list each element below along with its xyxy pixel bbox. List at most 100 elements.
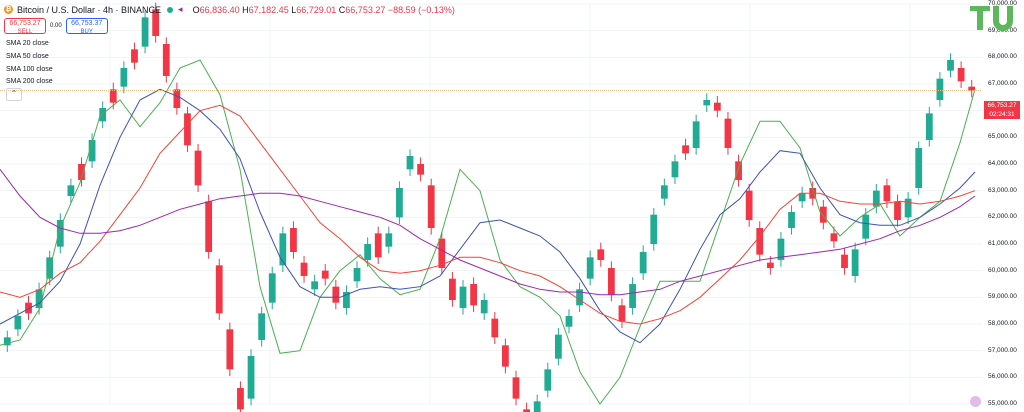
candle-body xyxy=(406,156,414,170)
candle-body xyxy=(194,150,202,186)
price-axis-label: 67,000.00 xyxy=(988,80,1017,87)
candle-body xyxy=(682,145,689,154)
candle-body xyxy=(660,185,668,199)
candle-body xyxy=(491,318,499,338)
price-axis-label: 64,000.00 xyxy=(988,160,1017,167)
price-axis-label: 57,000.00 xyxy=(988,346,1017,354)
sma-line-0 xyxy=(0,59,976,405)
candle-body xyxy=(374,233,382,258)
candle-body xyxy=(364,244,372,260)
collapse-legend-button[interactable]: ⌃ xyxy=(6,88,22,101)
candle-body xyxy=(184,113,191,146)
candle-body xyxy=(162,44,170,76)
candle-body xyxy=(120,68,128,87)
candle-body xyxy=(459,286,467,308)
settings-icon[interactable] xyxy=(970,396,981,407)
candle-body xyxy=(88,140,96,162)
candle-body xyxy=(523,409,530,412)
alert-icon[interactable]: ◂ xyxy=(178,4,183,14)
price-axis-label: 70,000.00 xyxy=(988,0,1017,7)
candle-body xyxy=(597,249,605,260)
price-axis-label: 63,000.00 xyxy=(988,186,1017,194)
candle-body xyxy=(872,190,880,207)
candle-body xyxy=(396,188,403,218)
price-axis-label: 55,000.00 xyxy=(988,400,1017,407)
candle-body xyxy=(449,278,456,300)
candle-body xyxy=(311,281,319,290)
candle-body xyxy=(215,265,223,314)
price-axis-label: 58,000.00 xyxy=(988,320,1017,327)
candle-body xyxy=(67,185,75,196)
candle-body xyxy=(798,193,806,202)
indicator-sma100[interactable]: SMA 100 close xyxy=(6,66,53,73)
spread-value: 0.00 xyxy=(50,23,62,29)
buy-button[interactable]: 66,753.37 BUY xyxy=(65,18,108,35)
candle-body xyxy=(353,268,361,282)
candle-body xyxy=(819,206,827,223)
candle-body xyxy=(586,257,594,279)
candle-body xyxy=(576,289,583,306)
price-axis-label: 60,000.00 xyxy=(988,266,1017,274)
candle-body xyxy=(841,254,848,268)
candle-body xyxy=(533,401,541,412)
candle-body xyxy=(78,164,85,180)
candle-body xyxy=(639,252,647,274)
candle-body xyxy=(554,334,562,359)
price-axis-label: 68,000.00 xyxy=(988,53,1017,61)
candle-body xyxy=(35,289,43,308)
indicator-sma200[interactable]: SMA 200 close xyxy=(6,78,53,85)
candle-body xyxy=(788,212,795,228)
candle-body xyxy=(947,60,954,71)
indicator-sma50[interactable]: SMA 50 close xyxy=(6,53,49,60)
sma-line-3 xyxy=(0,169,976,296)
candle-body xyxy=(247,356,255,399)
candle-body xyxy=(480,300,488,314)
candle-body xyxy=(894,201,901,220)
candle-body xyxy=(692,121,700,148)
candle-body xyxy=(904,198,912,218)
candle-body xyxy=(713,102,721,111)
candle-body xyxy=(703,100,711,106)
candle-body xyxy=(131,49,138,63)
candle-body xyxy=(925,113,933,140)
symbol-title[interactable]: Bitcoin / U.S. Dollar · 4h · BINANCE xyxy=(17,4,162,15)
candle-body xyxy=(25,302,32,314)
candle-body xyxy=(629,284,636,308)
candle-body xyxy=(724,118,732,148)
candle-body xyxy=(957,68,965,82)
candle-body xyxy=(851,249,859,276)
candle-body xyxy=(745,190,753,220)
candle-body xyxy=(56,220,64,247)
candle-body xyxy=(152,9,160,37)
candle-body xyxy=(512,377,520,399)
candle-body xyxy=(141,17,149,47)
price-axis-label: 65,000.00 xyxy=(988,133,1017,141)
sma-line-1 xyxy=(0,88,976,344)
sell-button[interactable]: 66,753.27 SELL xyxy=(4,18,46,35)
price-axis-label: 56,000.00 xyxy=(988,373,1017,381)
trade-buttons: 66,753.27 SELL 0.00 66,753.37 BUY xyxy=(4,18,108,35)
price-axis-label: 61,000.00 xyxy=(988,240,1017,247)
candle-body xyxy=(438,238,446,268)
candle-body xyxy=(385,233,393,247)
candle-body xyxy=(226,329,234,370)
candle-body xyxy=(321,270,329,279)
candle-body xyxy=(258,313,266,340)
candle-body xyxy=(237,388,244,410)
candle-body xyxy=(565,316,573,327)
candle-body xyxy=(3,337,11,346)
candle-body xyxy=(300,262,308,276)
bitcoin-icon: ₿ xyxy=(4,5,13,14)
candle-body xyxy=(777,238,785,260)
candle-body xyxy=(618,305,626,322)
indicator-sma20[interactable]: SMA 20 close xyxy=(6,40,49,47)
bar-countdown: 02:24:31 xyxy=(984,110,1020,119)
candle-body xyxy=(343,292,350,308)
candle-body xyxy=(417,164,425,175)
candle-body xyxy=(936,78,944,100)
candle-body xyxy=(470,284,477,306)
candle-body xyxy=(268,273,276,303)
tradingview-logo xyxy=(970,6,1013,31)
